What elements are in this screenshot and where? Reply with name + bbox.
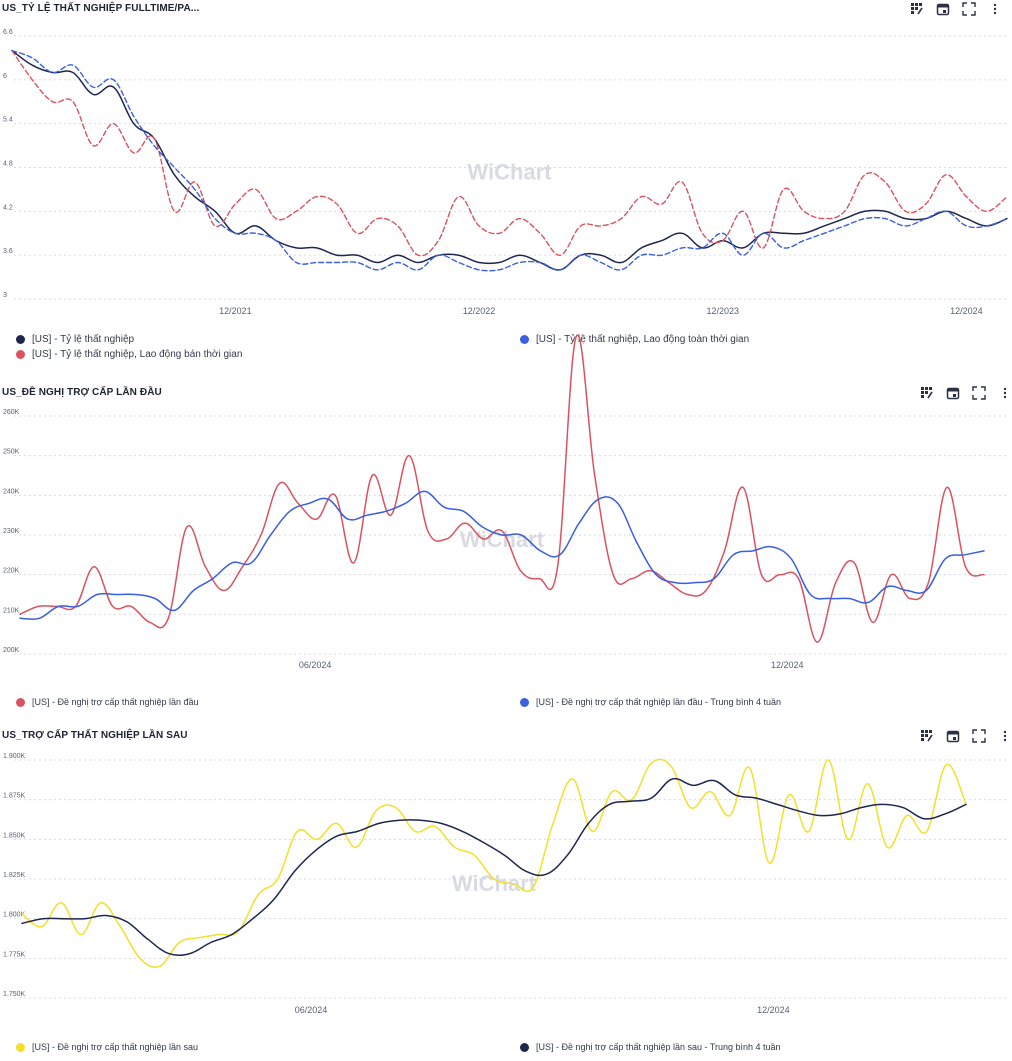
legend-label: [US] - Đề nghị trợ cấp thất nghiệp lần đ…: [536, 697, 782, 707]
series-line[interactable]: [19, 490, 985, 620]
calendar-icon: [946, 730, 960, 743]
more-icon: [1003, 387, 1007, 399]
y-tick-label: 260K: [3, 409, 20, 416]
x-tick-label: 06/2024: [295, 1005, 328, 1015]
chart-settings-icon: [921, 730, 933, 742]
legend-item-parttime-rate[interactable]: [US] - Tỷ lệ thất nghiệp, Lao động bán t…: [16, 349, 242, 360]
y-tick-label: 3: [3, 292, 7, 299]
legend-item-initial-claims[interactable]: [US] - Đề nghị trợ cấp thất nghiệp lần đ…: [16, 697, 199, 707]
legend-item-unemployment-rate[interactable]: [US] - Tỷ lệ thất nghiệp: [16, 334, 134, 345]
x-tick-label: 12/2024: [757, 1005, 790, 1015]
x-tick-label: 12/2022: [463, 306, 496, 316]
y-tick-label: 1.900K: [3, 753, 26, 760]
x-tick-label: 12/2021: [219, 306, 252, 316]
series-line[interactable]: [21, 777, 967, 957]
y-tick-label: 1.825K: [3, 872, 26, 879]
watermark-logo: WiChart: [452, 871, 537, 896]
legend-dot: [520, 697, 529, 707]
y-tick-label: 1.875K: [3, 793, 26, 800]
chart-title: US_TRỢ CẤP THẤT NGHIỆP LẦN SAU: [2, 730, 188, 741]
legend-label: [US] - Tỷ lệ thất nghiệp, Lao động toàn …: [536, 334, 750, 345]
y-tick-label: 5.4: [3, 117, 13, 124]
line-chart: 260K 250K 240K 230K 220K 210K 200K 06/2024 12/20…: [3, 334, 1008, 670]
x-tick-label: 12/2023: [706, 306, 739, 316]
legend-label: [US] - Đề nghị trợ cấp thất nghiệp lần s…: [32, 1042, 198, 1052]
series-line[interactable]: [11, 49, 1008, 271]
series-line[interactable]: [11, 49, 1008, 272]
legend-dot: [16, 350, 25, 359]
chart-settings-button[interactable]: [918, 727, 936, 745]
series-line[interactable]: [21, 758, 967, 968]
legend-item-fulltime-rate[interactable]: [US] - Tỷ lệ thất nghiệp, Lao động toàn …: [520, 334, 749, 345]
legend-dot: [16, 1042, 25, 1052]
calendar-button[interactable]: [944, 384, 962, 402]
x-tick-label: 12/2024: [771, 660, 804, 670]
line-chart: 1.900K 1.875K 1.850K 1.825K 1.800K 1.775K 1.75…: [3, 753, 1008, 1015]
series-line[interactable]: [11, 49, 1008, 257]
legend-label: [US] - Tỷ lệ thất nghiệp, Lao động bán t…: [32, 349, 243, 360]
chart-panel-initial-claims: US_ĐỀ NGHỊ TRỢ CẤP LẦN ĐẦU 260K 250K 240K 2…: [0, 334, 1012, 712]
legend-item-continuing-claims-4wk[interactable]: [US] - Đề nghị trợ cấp thất nghiệp lần s…: [520, 1042, 781, 1052]
x-tick-label: 06/2024: [299, 660, 332, 670]
chart-toolbar: [908, 0, 1004, 18]
more-icon: [1003, 730, 1007, 742]
y-tick-label: 6: [3, 73, 7, 80]
chart-settings-button[interactable]: [908, 0, 926, 18]
chart-title: US_ĐỀ NGHỊ TRỢ CẤP LẦN ĐẦU: [2, 387, 162, 398]
legend-label: [US] - Đề nghị trợ cấp thất nghiệp lần đ…: [32, 697, 199, 707]
chart-panel-continuing-claims: US_TRỢ CẤP THẤT NGHIỆP LẦN SAU 1.900K 1.8…: [0, 726, 1012, 1061]
more-button[interactable]: [996, 727, 1012, 745]
line-chart: 6.6 6 5.4 4.8 4.2 3.6 3 12/2021 12/2022 12/2023 12…: [3, 29, 1008, 316]
y-tick-label: 250K: [3, 449, 20, 456]
x-tick-label: 12/2024: [950, 306, 983, 316]
y-tick-label: 230K: [3, 528, 20, 535]
y-tick-label: 6.6: [3, 29, 13, 36]
y-tick-label: 200K: [3, 647, 20, 654]
y-tick-label: 1.775K: [3, 951, 26, 958]
more-button[interactable]: [986, 0, 1004, 18]
fullscreen-button[interactable]: [970, 384, 988, 402]
y-tick-label: 4.2: [3, 204, 13, 211]
legend-label: [US] - Đề nghị trợ cấp thất nghiệp lần s…: [536, 1042, 781, 1052]
legend-dot: [16, 335, 25, 344]
y-tick-label: 3.6: [3, 248, 13, 255]
chart-panel-unemployment-rate: US_TỶ LỆ THẤT NGHIỆP FULLTIME/PA... 6.6 6…: [0, 0, 1012, 370]
watermark-logo: WiChart: [467, 160, 552, 185]
calendar-icon: [936, 3, 950, 16]
legend-dot: [16, 697, 25, 707]
y-tick-label: 1.750K: [3, 991, 26, 998]
legend-label: [US] - Tỷ lệ thất nghiệp: [32, 334, 135, 345]
chart-settings-icon: [911, 3, 923, 15]
fullscreen-icon: [972, 386, 986, 400]
calendar-button[interactable]: [944, 727, 962, 745]
y-tick-label: 1.800K: [3, 912, 26, 919]
more-icon: [993, 3, 997, 15]
legend-item-initial-claims-4wk[interactable]: [US] - Đề nghị trợ cấp thất nghiệp lần đ…: [520, 697, 781, 707]
fullscreen-button[interactable]: [960, 0, 978, 18]
calendar-icon: [946, 387, 960, 400]
calendar-button[interactable]: [934, 0, 952, 18]
chart-toolbar: [918, 727, 1012, 745]
y-tick-label: 240K: [3, 488, 20, 495]
chart-settings-button[interactable]: [918, 384, 936, 402]
legend-item-continuing-claims[interactable]: [US] - Đề nghị trợ cấp thất nghiệp lần s…: [16, 1042, 198, 1052]
legend-dot: [520, 335, 529, 344]
legend-dot: [520, 1042, 529, 1052]
fullscreen-button[interactable]: [970, 727, 988, 745]
y-tick-label: 220K: [3, 568, 20, 575]
y-tick-label: 1.850K: [3, 832, 26, 839]
more-button[interactable]: [996, 384, 1012, 402]
y-tick-label: 4.8: [3, 161, 13, 168]
chart-title: US_TỶ LỆ THẤT NGHIỆP FULLTIME/PA...: [2, 3, 200, 14]
series-line[interactable]: [19, 334, 985, 643]
chart-toolbar: [918, 384, 1012, 402]
chart-settings-icon: [921, 387, 933, 399]
fullscreen-icon: [962, 2, 976, 16]
y-tick-label: 210K: [3, 607, 20, 614]
fullscreen-icon: [972, 729, 986, 743]
